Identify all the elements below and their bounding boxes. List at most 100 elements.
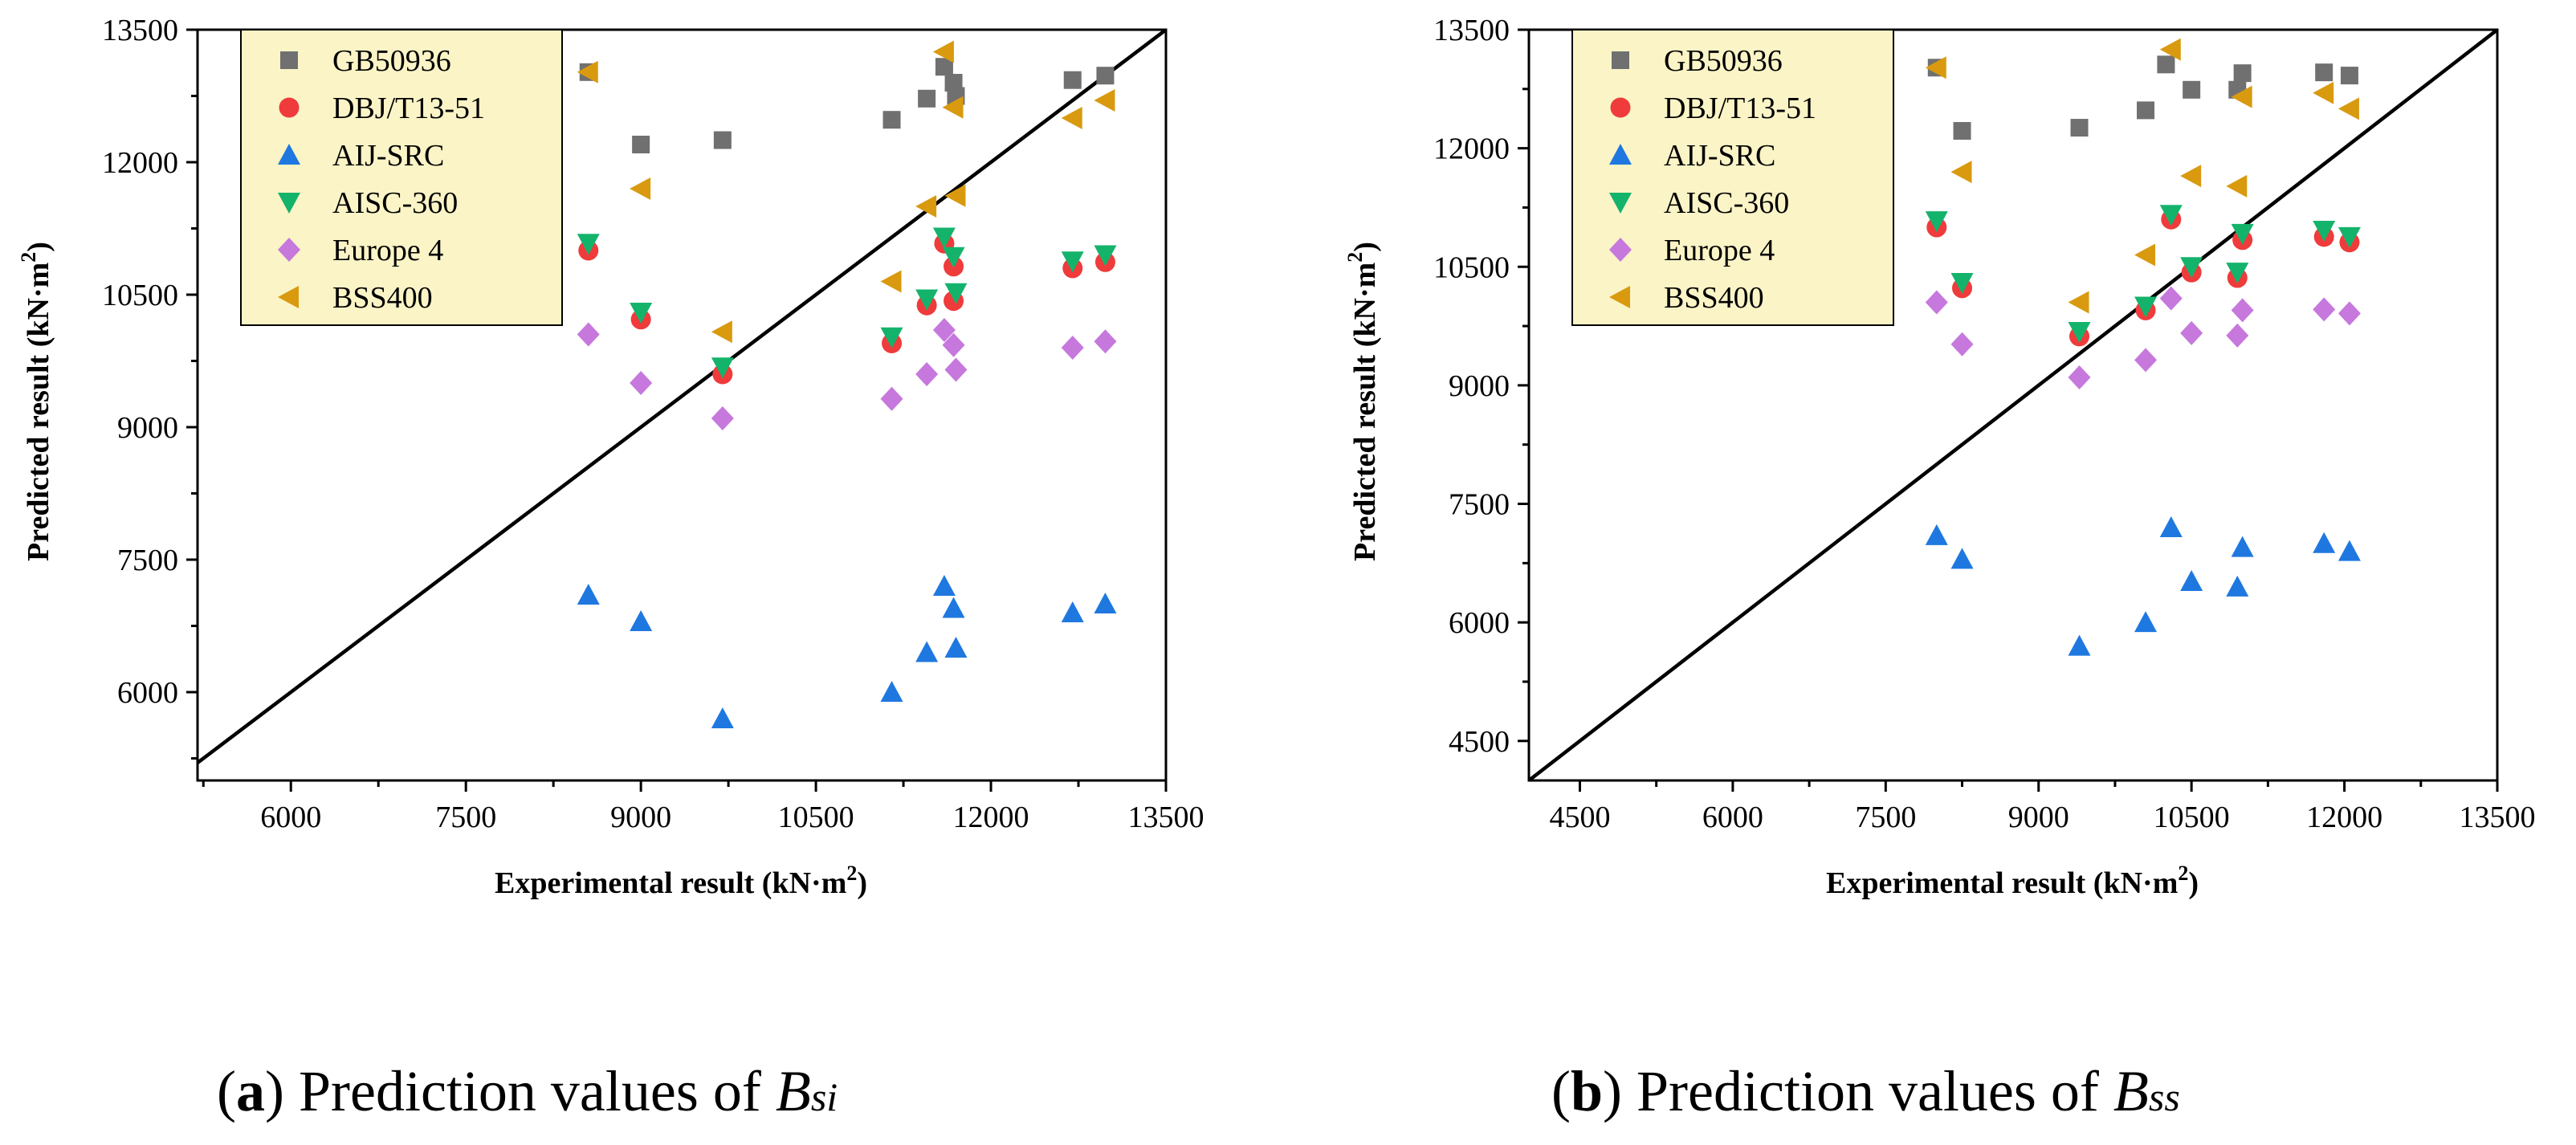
y-axis-label: Predicted result (kN·m2) [17,242,55,561]
data-point [711,707,734,728]
data-point [882,111,901,129]
data-point [2183,80,2201,99]
data-point [932,227,956,249]
data-point [2338,301,2361,326]
data-point [880,270,902,293]
legend-label: DBJ/T13-51 [1664,92,1816,125]
data-point [2068,365,2091,390]
data-point [2137,101,2155,120]
series-aij-src [1925,516,2361,656]
series-dbj-t13-51 [578,233,1115,385]
legend-box [1571,29,1894,326]
caption-a-symbol: B [775,1059,811,1123]
y-tick-label: 9000 [117,411,178,445]
data-point [711,357,734,379]
series-bss400 [577,40,1115,344]
data-point [944,283,968,304]
data-point [1094,329,1117,354]
series-gb50936 [579,58,1115,153]
data-point [711,320,732,344]
legend-marker-aisc-360 [1609,193,1632,214]
data-point [932,575,956,596]
data-point [1096,67,1115,85]
data-point [630,610,653,631]
data-point [2340,67,2358,85]
x-tick-label: 13500 [2460,801,2536,834]
data-point [2231,536,2254,557]
legend-marker-aij-src [278,144,300,165]
data-point [577,234,600,255]
data-point [2231,85,2252,108]
legend-marker-europe-4 [1609,238,1632,262]
series-europe-4 [577,318,1117,430]
x-tick-label: 10500 [2154,801,2230,834]
data-point [1925,524,1948,545]
data-point [915,289,939,311]
x-tick-label: 12000 [953,801,1029,834]
data-point [1925,56,1946,79]
series-aij-src [577,575,1117,728]
data-point [944,184,966,207]
data-point [2134,348,2158,373]
y-tick-label: 10500 [1433,251,1510,284]
y-axis-label: Predicted result (kN·m2) [1343,242,1382,561]
data-point [915,641,939,662]
data-point [935,58,953,76]
data-point [2233,64,2252,83]
data-point [1094,89,1115,112]
data-point [2226,323,2249,348]
data-point [1925,211,1948,233]
data-point [1094,593,1117,613]
data-point [2226,174,2248,198]
data-point [2226,575,2249,597]
y-tick-label: 6000 [1449,606,1510,640]
data-point [2180,165,2202,188]
caption-b-symbol: B [2113,1059,2149,1123]
legend-label: Europe 4 [332,234,443,267]
series-bss400 [1925,38,2359,314]
data-point [915,195,937,218]
caption-b-text: Prediction values of [1636,1059,2113,1123]
data-point [2313,532,2336,553]
series-dbj-t13-51 [1926,209,2360,347]
data-point [932,40,954,63]
data-point [711,406,734,430]
legend-label: BSS400 [1664,281,1764,315]
legend-label: AIJ-SRC [332,139,444,173]
legend-label: GB50936 [332,44,451,78]
data-point [2068,634,2091,656]
y-tick-label: 9000 [1449,369,1510,403]
data-point [880,386,903,411]
data-point [1063,71,1082,89]
data-point [2315,63,2333,82]
data-point [577,322,600,347]
series-aisc-360 [1925,205,2361,343]
data-point [2068,291,2089,314]
legend-marker-aij-src [1609,144,1632,165]
legend-label: Europe 4 [1664,234,1775,267]
reference-line [198,30,1166,764]
x-axis-label: Experimental result (kN·m2) [1826,862,2199,900]
data-point [1061,107,1082,129]
data-point [880,681,903,702]
data-point [577,60,598,84]
data-point [1061,601,1084,622]
data-point [2070,119,2089,137]
data-point [2180,257,2203,279]
data-point [1950,548,1974,569]
x-tick-label: 6000 [260,801,321,834]
series-gb50936 [1927,55,2358,140]
plot-frame [1527,28,2499,782]
data-point [2134,243,2156,267]
y-tick-label: 10500 [102,279,178,312]
data-point [1950,161,1972,184]
data-point [630,303,653,324]
data-point [630,177,651,200]
caption-a-text: Prediction values of [298,1059,776,1123]
legend: GB50936 DBJ/T13-51 AIJ-SRC AISC-360 Europe 4… [240,29,563,326]
data-point [915,362,939,386]
x-tick-label: 6000 [1702,801,1763,834]
data-point [630,371,653,395]
legend-marker-aisc-360 [278,193,300,214]
